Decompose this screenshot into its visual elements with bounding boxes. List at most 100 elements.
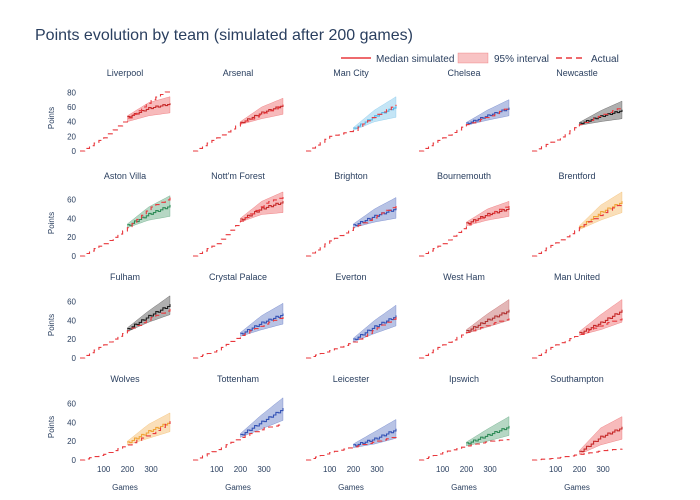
panel-brighton: Brighton [306,171,396,256]
panel-arsenal: Arsenal [193,68,283,151]
y-tick-label: 20 [67,233,76,242]
x-tick-label: 300 [144,465,158,474]
y-tick-label: 40 [67,418,76,427]
panel-title-bournemouth: Bournemouth [437,171,491,181]
y-tick-label: 0 [72,147,77,156]
x-tick-label: 300 [257,465,271,474]
panel-title-nott-m-forest: Nott'm Forest [211,171,265,181]
y-tick-label: 40 [67,118,76,127]
interval-band-chelsea [466,100,509,126]
interval-band-man-united [579,300,622,336]
panel-title-man-city: Man City [333,68,369,78]
panel-newcastle: Newcastle [532,68,622,151]
panel-title-everton: Everton [335,272,366,282]
actual-line-liverpool [80,89,170,151]
panel-west-ham: West Ham [419,272,509,358]
y-tick-label: 0 [72,456,77,465]
interval-band-everton [353,305,396,342]
panel-ipswich: Ipswich 100 200 300 Games [419,374,509,492]
x-axis-label: Games [564,483,590,492]
y-tick-label: 0 [72,354,77,363]
panel-title-leicester: Leicester [333,374,370,384]
panel-brentford: Brentford [532,171,622,256]
panel-liverpool: Liverpool 0 20 40 60 80 Points [47,68,170,156]
panel-leicester: Leicester 100 200 300 Games [306,374,396,492]
panel-title-ipswich: Ipswich [449,374,479,384]
panel-title-chelsea: Chelsea [447,68,480,78]
panel-title-brighton: Brighton [334,171,368,181]
interval-band-west-ham [466,300,509,334]
x-tick-label: 200 [347,465,361,474]
x-axis-label: Games [451,483,477,492]
y-axis-label: Points [47,314,56,336]
actual-line-crystal-palace [193,317,283,359]
panel-chelsea: Chelsea [419,68,509,151]
panel-title-aston-villa: Aston Villa [104,171,146,181]
panel-man-united: Man United [532,272,622,358]
interval-band-leicester [353,420,396,448]
x-axis-label: Games [112,483,138,492]
x-tick-label: 100 [436,465,450,474]
panel-title-west-ham: West Ham [443,272,485,282]
panel-title-liverpool: Liverpool [107,68,144,78]
y-tick-label: 20 [67,437,76,446]
x-axis-label: Games [338,483,364,492]
interval-band-tottenham [240,398,283,438]
x-tick-label: 300 [596,465,610,474]
y-tick-label: 60 [67,103,76,112]
panel-southampton: Southampton 100 200 300 Games [532,374,622,492]
x-tick-label: 200 [234,465,248,474]
interval-band-man-city [353,97,396,131]
panel-nott-m-forest: Nott'm Forest [193,171,283,256]
y-tick-label: 0 [72,252,77,261]
panel-title-fulham: Fulham [110,272,140,282]
panel-title-tottenham: Tottenham [217,374,259,384]
x-tick-label: 200 [121,465,135,474]
actual-line-brighton [306,205,396,256]
panel-title-man-united: Man United [554,272,600,282]
x-tick-label: 100 [210,465,224,474]
panel-bournemouth: Bournemouth [419,171,509,256]
y-tick-label: 20 [67,335,76,344]
y-tick-label: 60 [67,195,76,204]
x-tick-label: 100 [549,465,563,474]
x-tick-label: 200 [460,465,474,474]
panel-title-arsenal: Arsenal [223,68,254,78]
panel-aston-villa: Aston Villa 0 20 40 60 Points [47,171,170,261]
y-tick-label: 40 [67,316,76,325]
panel-man-city: Man City [306,68,396,151]
x-axis-label: Games [225,483,251,492]
panel-tottenham: Tottenham 100 200 300 Games [193,374,283,492]
panel-title-southampton: Southampton [550,374,604,384]
panel-everton: Everton [306,272,396,358]
y-tick-label: 80 [67,88,76,97]
panel-title-brentford: Brentford [558,171,595,181]
x-tick-label: 200 [573,465,587,474]
y-axis-label: Points [47,212,56,234]
x-tick-label: 100 [97,465,111,474]
legend-interval-swatch [458,53,488,63]
actual-line-southampton [532,449,622,460]
chart-title: Points evolution by team (simulated afte… [35,27,413,44]
panel-title-crystal-palace: Crystal Palace [209,272,267,282]
panel-fulham: Fulham 0 20 40 60 Points [47,272,170,363]
subplots-grid: Liverpool 0 20 40 60 80 Points Arsenal Man City C… [47,68,622,492]
y-tick-label: 60 [67,399,76,408]
actual-line-tottenham [193,424,283,460]
x-tick-label: 300 [370,465,384,474]
x-tick-label: 300 [483,465,497,474]
panel-title-wolves: Wolves [110,374,140,384]
y-axis-label: Points [47,416,56,438]
panel-wolves: Wolves 0 20 40 60 Points 100 200 300 Games [47,374,170,492]
y-tick-label: 60 [67,297,76,306]
legend-actual-label: Actual [591,54,619,65]
legend-median-label: Median simulated [376,54,454,65]
legend-interval-label: 95% interval [494,54,549,65]
panel-title-newcastle: Newcastle [556,68,598,78]
legend: Median simulated 95% interval Actual [341,53,619,65]
interval-band-ipswich [466,417,509,446]
x-tick-label: 100 [323,465,337,474]
y-tick-label: 40 [67,214,76,223]
actual-line-ipswich [419,439,509,460]
